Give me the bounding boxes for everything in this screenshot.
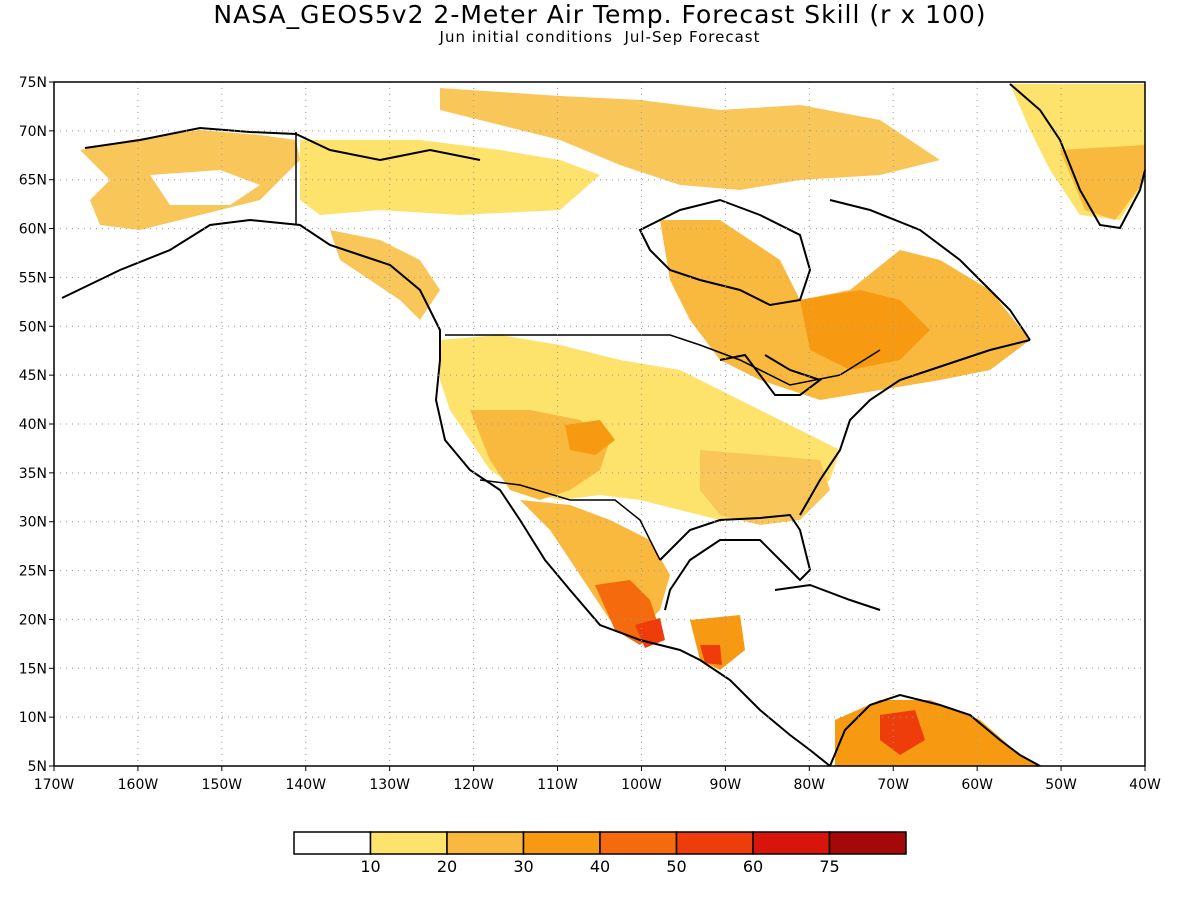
shade-bc <box>330 230 440 320</box>
lat-tick-label: 25N <box>19 564 47 580</box>
shade-quebec-strong <box>800 290 930 370</box>
coast-south-america <box>829 693 1041 767</box>
colorbar-legend: 10 20 30 40 50 60 75 <box>293 831 907 876</box>
lon-tick-label: 80W <box>793 777 825 793</box>
lon-tick-label: 130W <box>369 777 410 793</box>
coast-gulf-mexico <box>659 513 812 611</box>
lat-tick-label: 40N <box>19 417 47 433</box>
legend-label: 75 <box>819 857 839 876</box>
border-us-mexico <box>479 479 661 561</box>
lon-tick-label: 50W <box>1045 777 1077 793</box>
lon-tick-label: 70W <box>877 777 909 793</box>
legend-label: 30 <box>513 857 533 876</box>
lon-tick-label: 160W <box>118 777 159 793</box>
legend-swatch <box>446 831 525 855</box>
map-subtitle: Jun initial conditions Jul-Sep Forecast <box>439 28 761 46</box>
legend-swatch <box>293 831 372 855</box>
legend-label: 10 <box>360 857 380 876</box>
coast-alaska <box>61 218 831 767</box>
legend-swatch <box>599 831 678 855</box>
coast-great-lakes <box>719 353 823 396</box>
lon-tick-label: 90W <box>710 777 742 793</box>
lon-tick-label: 100W <box>621 777 662 793</box>
lat-tick-label: 45N <box>19 368 47 384</box>
lat-tick-label: 20N <box>19 612 47 628</box>
legend-label: 50 <box>666 857 686 876</box>
lat-tick-label: 30N <box>19 515 47 531</box>
lat-tick-label: 65N <box>19 173 47 189</box>
legend-label: 20 <box>437 857 457 876</box>
lon-tick-label: 110W <box>537 777 578 793</box>
coast-labrador <box>829 199 1031 341</box>
legend-swatch <box>752 831 831 855</box>
coast-hudson-bay <box>638 198 812 307</box>
lat-tick-label: 75N <box>19 75 47 91</box>
lat-tick-label: 55N <box>19 270 47 286</box>
legend-label: 60 <box>743 857 763 876</box>
lat-tick-label: 5N <box>28 759 47 775</box>
shade-central-america-peak <box>700 645 722 665</box>
legend-swatch <box>675 831 754 855</box>
lon-tick-label: 40W <box>1129 777 1161 793</box>
shade-arctic-islands <box>440 88 940 190</box>
coast-east-us <box>799 339 1031 516</box>
lat-tick-label: 10N <box>19 710 47 726</box>
shade-alaska-light <box>150 170 260 205</box>
shade-southeast-us <box>700 450 830 525</box>
lon-tick-label: 120W <box>453 777 494 793</box>
gridlines <box>54 82 1145 766</box>
legend-label: 40 <box>590 857 610 876</box>
longitude-labels: 170W 160W 150W 140W 130W 120W 110W 100W 90W 80W 70… <box>34 766 1161 793</box>
shade-greenland-strong <box>1060 145 1145 220</box>
lon-tick-label: 140W <box>285 777 326 793</box>
lat-tick-label: 50N <box>19 319 47 335</box>
lat-tick-label: 60N <box>19 222 47 238</box>
coast-cuba <box>774 583 881 611</box>
legend-swatch <box>828 831 907 855</box>
lat-tick-label: 15N <box>19 661 47 677</box>
lon-tick-label: 170W <box>34 777 75 793</box>
lat-tick-label: 70N <box>19 124 47 140</box>
legend-swatch <box>369 831 448 855</box>
shade-south-america-peak <box>880 710 925 755</box>
map-title: NASA_GEOS5v2 2-Meter Air Temp. Forecast … <box>213 0 987 29</box>
latitude-labels: 75N 70N 65N 60N 55N 50N 45N 40N 35N 30N 25N 20N 15N 1… <box>19 75 54 775</box>
legend-swatch <box>522 831 601 855</box>
coast-greenland <box>1009 83 1146 230</box>
skill-shading <box>80 84 1145 766</box>
lon-tick-label: 150W <box>202 777 243 793</box>
lon-tick-label: 60W <box>961 777 993 793</box>
lat-tick-label: 35N <box>19 466 47 482</box>
shade-colorado <box>565 420 615 455</box>
